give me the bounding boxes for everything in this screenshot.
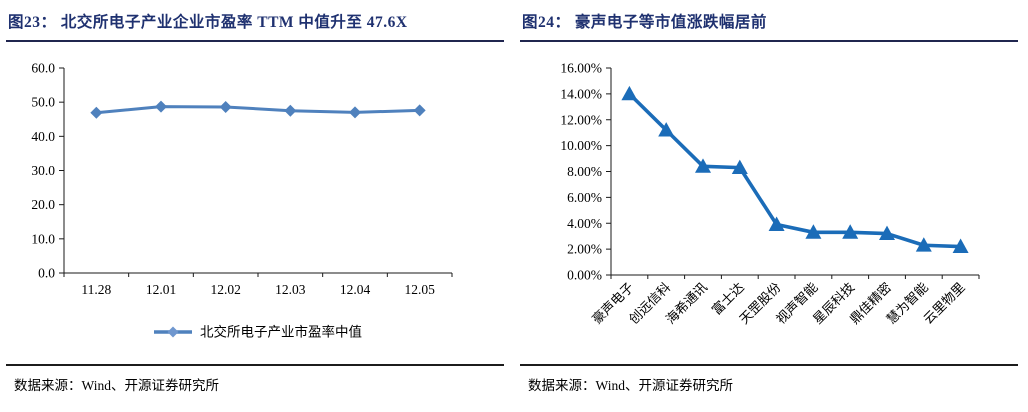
svg-text:10.0: 10.0	[31, 231, 55, 246]
svg-text:12.02: 12.02	[210, 282, 240, 297]
svg-text:北交所电子产业市盈率中值: 北交所电子产业市盈率中值	[200, 324, 362, 340]
figure-23-title-rule	[6, 40, 504, 42]
svg-text:10.00%: 10.00%	[560, 138, 602, 153]
svg-text:0.0: 0.0	[38, 266, 55, 281]
svg-text:6.00%: 6.00%	[567, 190, 602, 205]
chart-canvas-1: 0.00% 2.00% 4.00% 6.00% 8.00% 10.00% 12.00% 14.…	[560, 61, 980, 327]
svg-text:16.00%: 16.00%	[560, 61, 602, 76]
figure-23-line-chart: 0.0 10.0 20.0 30.0 40.0 50.0 60.0 11.28 12.01 12.…	[0, 52, 506, 359]
svg-text:12.03: 12.03	[275, 282, 306, 297]
svg-text:11.28: 11.28	[81, 282, 111, 297]
figure-24-title: 图24： 豪声电子等市值涨跌幅居前	[522, 14, 767, 31]
figure-24: 图24： 豪声电子等市值涨跌幅居前 0.00% 2.00% 4.00% 6.00% 8.…	[514, 0, 1028, 412]
svg-text:20.0: 20.0	[31, 197, 55, 212]
figure-23-source: 数据来源：Wind、开源证券研究所	[14, 378, 219, 393]
svg-text:40.0: 40.0	[31, 129, 55, 144]
svg-text:云里物里: 云里物里	[920, 280, 967, 327]
svg-text:14.00%: 14.00%	[560, 86, 602, 101]
svg-text:海希通讯: 海希通讯	[663, 280, 710, 327]
figure-23-source-rule	[6, 364, 504, 366]
svg-text:12.01: 12.01	[146, 282, 176, 297]
figure-24-source: 数据来源：Wind、开源证券研究所	[528, 378, 733, 393]
svg-text:12.00%: 12.00%	[560, 112, 602, 127]
svg-text:0.00%: 0.00%	[567, 268, 602, 283]
figure-23-title: 图23： 北交所电子产业企业市盈率 TTM 中值升至 47.6X	[8, 14, 408, 31]
figure-24-line-chart: 0.00% 2.00% 4.00% 6.00% 8.00% 10.00% 12.00% 14.…	[514, 52, 1022, 369]
svg-text:8.00%: 8.00%	[567, 164, 602, 179]
chart-canvas-0: 0.0 10.0 20.0 30.0 40.0 50.0 60.0 11.28 12.01 12.…	[31, 61, 453, 340]
svg-text:12.05: 12.05	[404, 282, 435, 297]
svg-text:50.0: 50.0	[31, 95, 55, 110]
svg-text:30.0: 30.0	[31, 163, 55, 178]
svg-text:12.04: 12.04	[340, 282, 371, 297]
svg-text:60.0: 60.0	[31, 61, 55, 76]
figure-23: 图23： 北交所电子产业企业市盈率 TTM 中值升至 47.6X 0.0 10.0…	[0, 14, 506, 393]
figure-24-title-rule	[520, 40, 1018, 42]
figure-24-source-rule	[520, 364, 1018, 366]
svg-text:2.00%: 2.00%	[567, 242, 602, 257]
svg-text:4.00%: 4.00%	[567, 216, 602, 231]
